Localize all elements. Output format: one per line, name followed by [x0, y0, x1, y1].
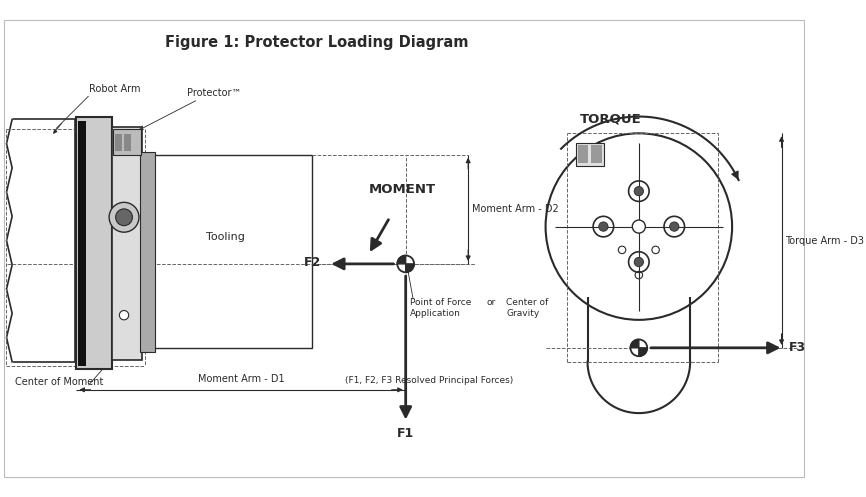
Text: Figure 1: Protector Loading Diagram: Figure 1: Protector Loading Diagram: [165, 35, 469, 50]
Text: Robot Arm: Robot Arm: [88, 84, 140, 94]
Polygon shape: [405, 264, 414, 272]
Text: Protector™: Protector™: [186, 88, 241, 98]
Text: TORQUE: TORQUE: [580, 113, 642, 126]
Circle shape: [634, 257, 643, 267]
Text: (F1, F2, F3 Resolved Principal Forces): (F1, F2, F3 Resolved Principal Forces): [345, 376, 514, 385]
Text: F3: F3: [789, 341, 806, 354]
Bar: [124, 134, 132, 151]
Text: Tooling: Tooling: [206, 232, 245, 243]
Bar: [76, 117, 112, 369]
Circle shape: [397, 255, 414, 272]
Polygon shape: [397, 255, 405, 264]
Circle shape: [598, 222, 608, 231]
Circle shape: [634, 186, 643, 196]
Bar: [114, 134, 122, 151]
Text: Center of Moment: Center of Moment: [15, 377, 103, 387]
Text: Moment Arm - D1: Moment Arm - D1: [197, 374, 284, 384]
Text: Moment Arm - D2: Moment Arm - D2: [472, 204, 559, 214]
Circle shape: [630, 339, 647, 356]
Bar: [578, 146, 589, 163]
Bar: [112, 127, 142, 360]
Text: F1: F1: [397, 427, 414, 440]
Text: MOMENT: MOMENT: [368, 183, 436, 196]
Text: Point of Force
Application: Point of Force Application: [410, 298, 472, 319]
Text: or: or: [487, 298, 496, 308]
Bar: [78, 121, 86, 365]
Circle shape: [120, 311, 129, 320]
Bar: [577, 143, 604, 166]
Bar: [113, 129, 141, 155]
Bar: [591, 146, 602, 163]
Bar: [140, 152, 155, 352]
Circle shape: [116, 209, 132, 226]
Circle shape: [632, 220, 645, 233]
Text: Torque Arm - D3: Torque Arm - D3: [785, 236, 864, 246]
Circle shape: [109, 202, 139, 232]
Circle shape: [669, 222, 679, 231]
Polygon shape: [630, 339, 639, 348]
Polygon shape: [639, 348, 647, 356]
Text: Center of
Gravity: Center of Gravity: [507, 298, 549, 319]
Bar: [154, 155, 313, 348]
Text: F2: F2: [304, 255, 320, 268]
